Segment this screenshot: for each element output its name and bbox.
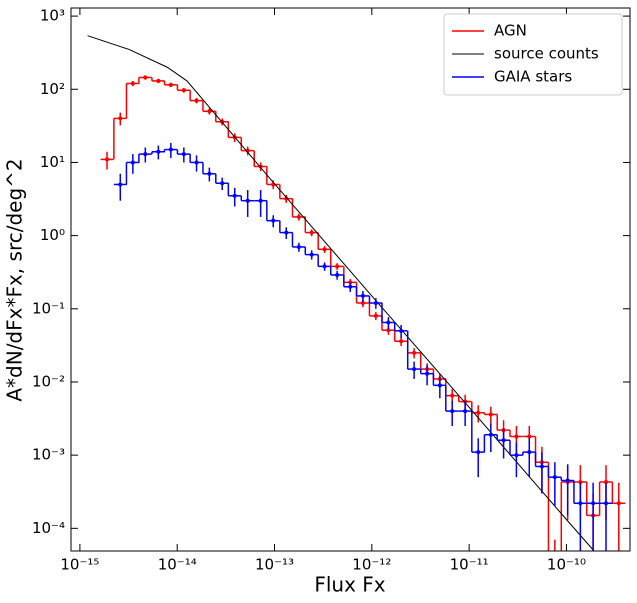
point: [360, 301, 365, 306]
point: [168, 82, 173, 87]
point: [194, 160, 199, 165]
axes-frame: [70, 7, 631, 552]
point: [616, 501, 621, 506]
point: [488, 432, 493, 437]
y-tick-label: 10²: [40, 80, 65, 98]
y-tick-label: 10⁻⁴: [32, 519, 65, 537]
point: [181, 88, 186, 93]
point: [412, 350, 417, 355]
y-tick-label: 10⁻¹: [32, 299, 65, 317]
point: [156, 78, 161, 83]
plot-area: [87, 35, 626, 551]
point: [232, 193, 237, 198]
point: [450, 409, 455, 414]
point: [143, 75, 148, 80]
x-tick-label: 10⁻¹²: [352, 556, 391, 574]
point: [143, 152, 148, 157]
point: [207, 109, 212, 114]
point: [348, 284, 353, 289]
point: [118, 116, 123, 121]
point: [527, 434, 532, 439]
point: [527, 450, 532, 455]
point: [386, 320, 391, 325]
point: [309, 252, 314, 257]
point: [463, 409, 468, 414]
point: [284, 230, 289, 235]
point: [296, 214, 301, 219]
point: [322, 247, 327, 252]
y-tick-label: 10⁻³: [32, 446, 65, 464]
x-tick-label: 10⁻¹⁴: [158, 556, 197, 574]
legend-label: GAIA stars: [494, 68, 572, 86]
point: [245, 198, 250, 203]
point: [360, 293, 365, 298]
point: [118, 182, 123, 187]
point: [437, 383, 442, 388]
point: [399, 339, 404, 344]
point: [181, 152, 186, 157]
point: [565, 478, 570, 483]
point: [552, 475, 557, 480]
point: [296, 244, 301, 249]
point: [194, 98, 199, 103]
legend-label: source counts: [494, 45, 599, 63]
point: [105, 157, 110, 162]
legend-label: AGN: [494, 22, 527, 40]
point: [591, 501, 596, 506]
point: [156, 149, 161, 154]
point: [322, 264, 327, 269]
point: [578, 479, 583, 484]
x-tick-label: 10⁻¹¹: [450, 556, 489, 574]
point: [386, 328, 391, 333]
point: [578, 501, 583, 506]
point: [412, 367, 417, 372]
legend-box: [443, 13, 623, 96]
x-tick-label: 10⁻¹³: [255, 556, 294, 574]
x-tick-label: 10⁻¹⁰: [547, 556, 586, 574]
x-tick-label: 10⁻¹⁵: [60, 556, 99, 574]
point: [539, 464, 544, 469]
point: [130, 81, 135, 86]
point: [501, 438, 506, 443]
point: [335, 272, 340, 277]
y-tick-label: 10⁻²: [32, 372, 65, 390]
point: [514, 453, 519, 458]
point: [373, 313, 378, 318]
point: [514, 434, 519, 439]
point: [488, 412, 493, 417]
point: [476, 410, 481, 415]
point: [373, 301, 378, 306]
line: [87, 35, 594, 551]
point: [284, 196, 289, 201]
point: [130, 160, 135, 165]
point: [258, 164, 263, 169]
point: [335, 264, 340, 269]
point: [399, 328, 404, 333]
y-axis-label: A*dN/dFx*Fx, src/deg^2: [3, 158, 27, 401]
point: [309, 230, 314, 235]
point: [168, 147, 173, 152]
x-axis-label: Flux Fx: [314, 573, 385, 597]
point: [425, 371, 430, 376]
point: [603, 479, 608, 484]
y-tick-label: 10⁰: [40, 226, 65, 244]
point: [258, 198, 263, 203]
point: [476, 450, 481, 455]
point: [603, 501, 608, 506]
point: [207, 171, 212, 176]
point: [271, 218, 276, 223]
point: [220, 181, 225, 186]
y-tick-label: 10³: [40, 7, 65, 25]
y-tick-label: 10¹: [40, 153, 65, 171]
point: [450, 393, 455, 398]
